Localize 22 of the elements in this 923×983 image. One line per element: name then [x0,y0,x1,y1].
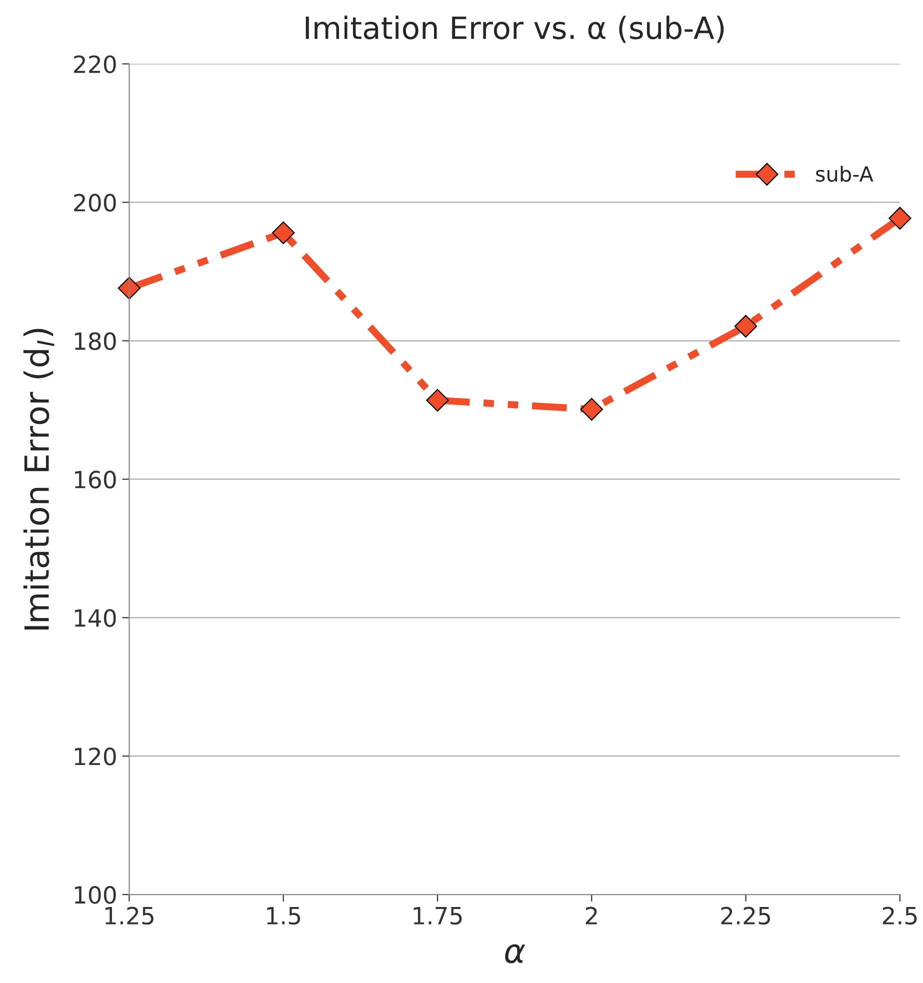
point [272,221,295,244]
y-tick-label: 140 [74,609,116,627]
x-tick-label: 1.75 [414,907,462,925]
x-tick-label: 2.25 [721,906,770,925]
x-tick-label: 1.25 [106,906,154,925]
y-axis-title: Imitation Error (d$_{I}$) [23,328,54,630]
x-tick-label: 1.5 [267,907,300,925]
point [888,206,912,230]
y-tick-label: 220 [74,55,116,74]
x-tick-label: 2 [586,906,597,924]
y-tick-label: 120 [74,748,116,766]
x-tick-label: 2.5 [882,906,917,925]
legend-label: sub-A [816,166,874,182]
y-tick-label: 200 [74,194,116,212]
point [734,314,758,338]
point [580,398,603,421]
chart-title: Imitation Error vs. α (sub-A) [306,16,724,43]
point [426,388,449,412]
x-axis-title: α [505,944,526,964]
y-tick-label: 180 [74,332,116,350]
y-tick-label: 160 [74,470,116,489]
y-tick-label: 100 [74,886,116,904]
